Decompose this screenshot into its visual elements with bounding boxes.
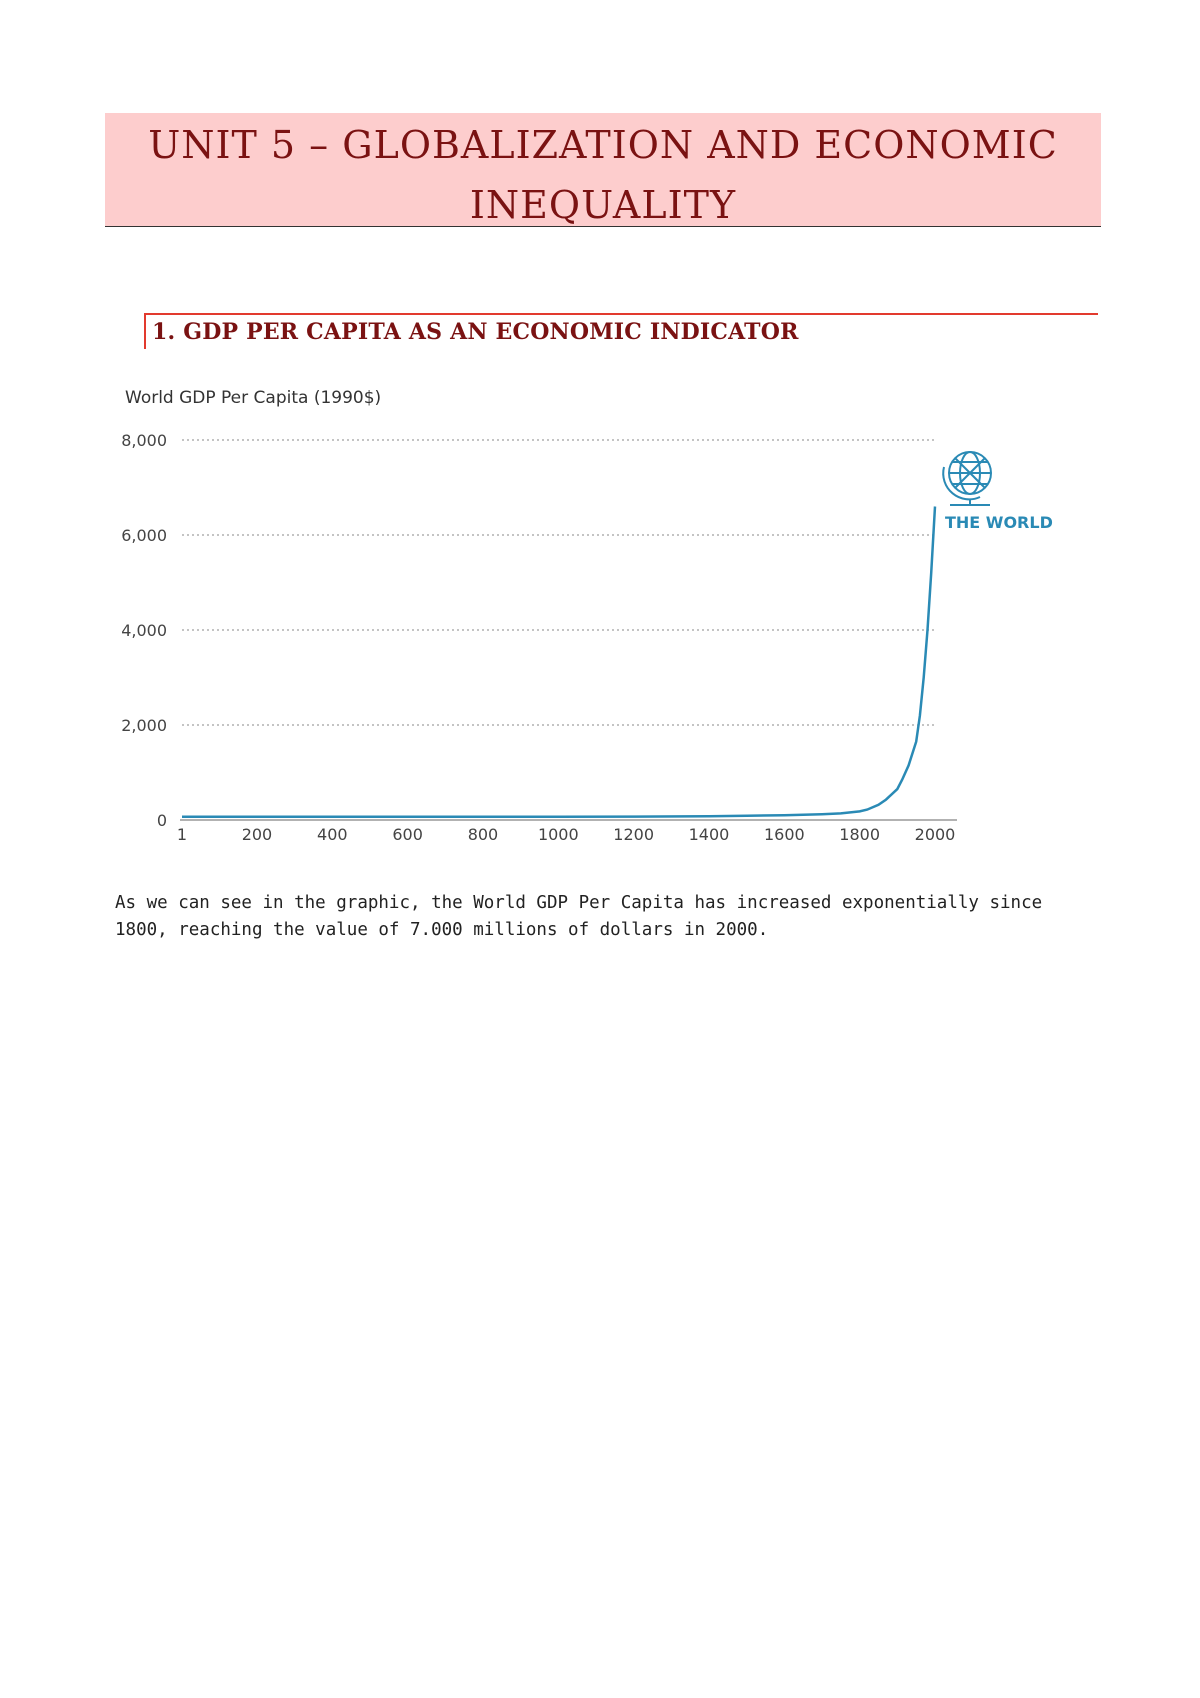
y-tick-label: 2,000 (121, 716, 167, 735)
body-paragraph: As we can see in the graphic, the World … (115, 893, 1043, 940)
x-tick-label: 600 (392, 825, 423, 844)
y-tick-label: 4,000 (121, 621, 167, 640)
x-tick-label: 200 (242, 825, 273, 844)
y-tick-label: 8,000 (121, 431, 167, 450)
y-axis-ticks: 0 2,000 4,000 6,000 8,000 (121, 431, 167, 830)
x-tick-label: 800 (468, 825, 499, 844)
unit-title-line-1: UNIT 5 – GLOBALIZATION AND ECONOMIC (148, 123, 1058, 167)
x-tick-label: 1 (177, 825, 187, 844)
gdp-chart: World GDP Per Capita (1990$) 0 2,000 4,000… (121, 388, 1053, 844)
section-heading-box: 1. GDP PER CAPITA AS AN ECONOMIC INDICAT… (144, 313, 1098, 349)
unit-title-line-2: INEQUALITY (469, 183, 737, 227)
x-tick-label: 1000 (538, 825, 579, 844)
chart-gridlines (182, 439, 935, 726)
x-tick-label: 1400 (689, 825, 730, 844)
x-axis-ticks: 1 200 400 600 800 1000 1200 1400 1600 1800 2000 (177, 825, 955, 844)
x-tick-label: 1200 (613, 825, 654, 844)
globe-icon (942, 451, 992, 506)
x-tick-label: 1600 (764, 825, 805, 844)
legend-label-the-world: THE WORLD (945, 513, 1053, 532)
world-gdp-line (182, 506, 937, 818)
y-tick-label: 6,000 (121, 526, 167, 545)
x-tick-label: 2000 (915, 825, 956, 844)
y-tick-label: 0 (157, 811, 167, 830)
chart-title: World GDP Per Capita (1990$) (125, 388, 381, 408)
x-tick-label: 1800 (839, 825, 880, 844)
x-tick-label: 400 (317, 825, 348, 844)
unit-title-banner: UNIT 5 – GLOBALIZATION AND ECONOMIC INEQ… (105, 113, 1101, 227)
section-heading: 1. GDP PER CAPITA AS AN ECONOMIC INDICAT… (152, 319, 799, 345)
